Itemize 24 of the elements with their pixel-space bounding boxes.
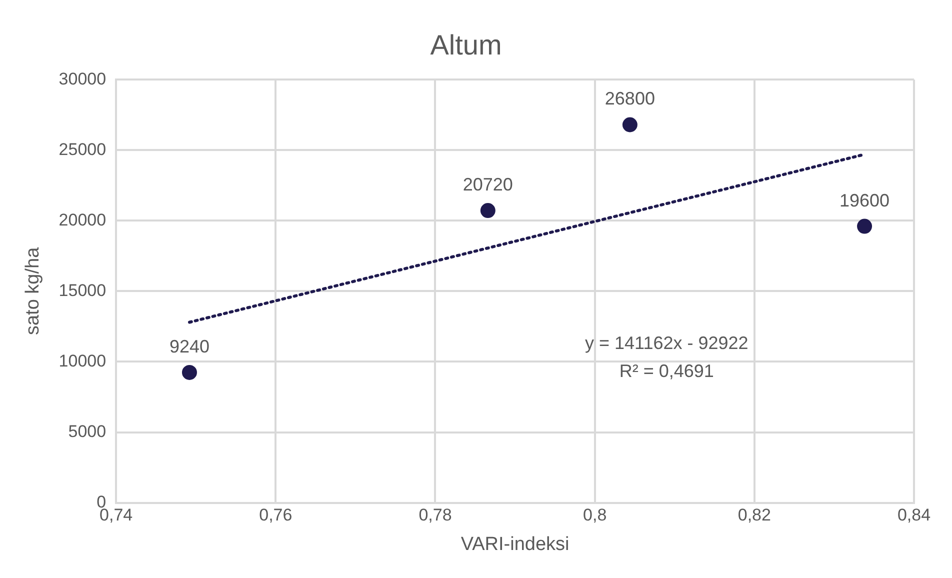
x-tick-label: 0,76 [259,506,292,525]
x-tick-label: 0,8 [583,506,607,525]
x-tick-label: 0,82 [738,506,771,525]
chart-title: Altum [430,30,502,61]
y-axis-title: sato kg/ha [22,246,44,336]
x-tick-label: 0,84 [897,506,931,525]
y-tick-label: 25000 [58,140,106,159]
data-label: 19600 [839,190,890,210]
point [182,364,197,380]
y-tick-label: 20000 [58,210,106,230]
y-tick-label: 30000 [58,69,106,88]
y-tick-label: 10000 [58,351,106,370]
data-label: 26800 [604,88,655,109]
point [857,218,872,234]
y-tick-label: 5000 [68,422,106,441]
annotation: R² = 0,4691 [619,361,714,382]
y-tick-label: 15000 [58,280,106,300]
x-axis-title: VARI-indeksi [460,534,570,555]
data-label: 20720 [462,174,513,194]
data-label: 9240 [169,336,210,356]
point [622,117,638,132]
x-tick-label: 0,78 [418,506,452,525]
annotation: y = 141162x - 92922 [584,333,748,354]
point [480,203,496,218]
